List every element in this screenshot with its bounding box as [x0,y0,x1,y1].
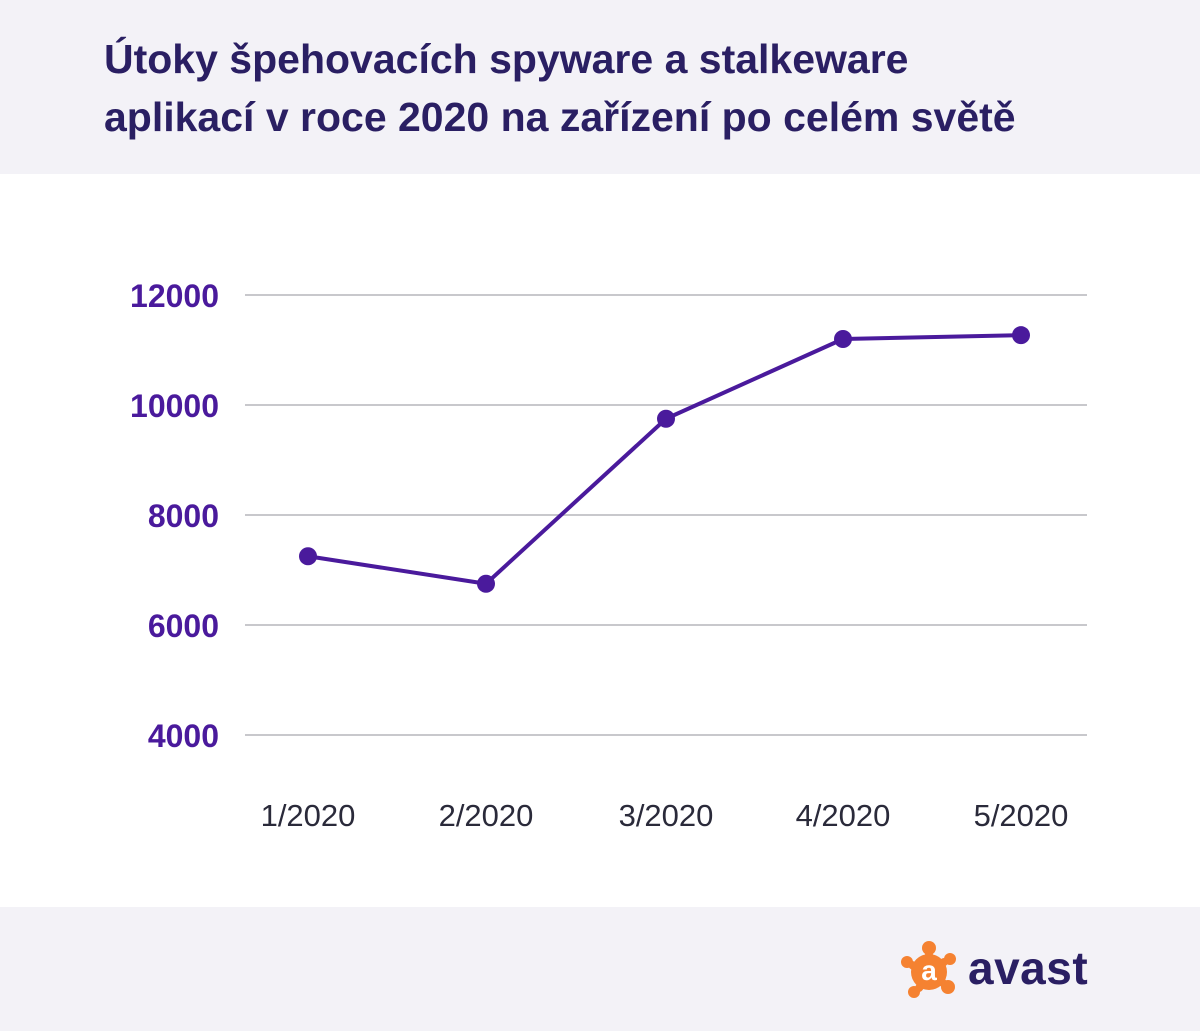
logo-text: avast [968,942,1089,994]
logo-splash-blob [922,941,936,955]
x-tick-label: 1/2020 [261,798,356,833]
data-point [657,409,675,428]
y-tick-label: 8000 [148,498,219,534]
avast-logo: a avast [898,939,1098,1009]
chart-area: 12000 10000 8000 6000 4000 1/2020 2/2020 3/2020… [0,174,1200,907]
title-line-1: Útoky špehovacích spyware a stalkeware [104,36,909,82]
y-tick-label: 10000 [130,388,219,424]
line-chart: 12000 10000 8000 6000 4000 1/2020 2/2020 3/2020… [130,278,1087,833]
series-line [306,333,1023,586]
logo-splash-bridge [915,979,927,992]
data-point [477,574,495,593]
logo-splash-bridge [934,958,948,971]
avast-splash-icon: a [901,941,956,998]
logo-mark-letter: a [921,955,937,986]
y-tick-label: 4000 [148,718,219,754]
data-point [1012,326,1030,345]
logo-splash-bridge [908,961,922,973]
header: Útoky špehovacích spyware a stalkeware a… [0,0,1200,174]
data-point [299,547,317,566]
y-tick-label: 12000 [130,278,219,314]
footer: a avast [0,907,1200,1031]
x-tick-label: 2/2020 [439,798,534,833]
data-point [834,330,852,348]
x-tick-label: 3/2020 [619,798,714,833]
page-title: Útoky špehovacích spyware a stalkeware a… [104,30,1164,146]
logo-splash-bridge [934,974,947,987]
x-tick-label: 5/2020 [974,798,1069,833]
y-tick-label: 6000 [148,608,219,644]
title-line-2: aplikací v roce 2020 na zařízení po celé… [104,94,1016,140]
x-tick-label: 4/2020 [796,798,891,833]
